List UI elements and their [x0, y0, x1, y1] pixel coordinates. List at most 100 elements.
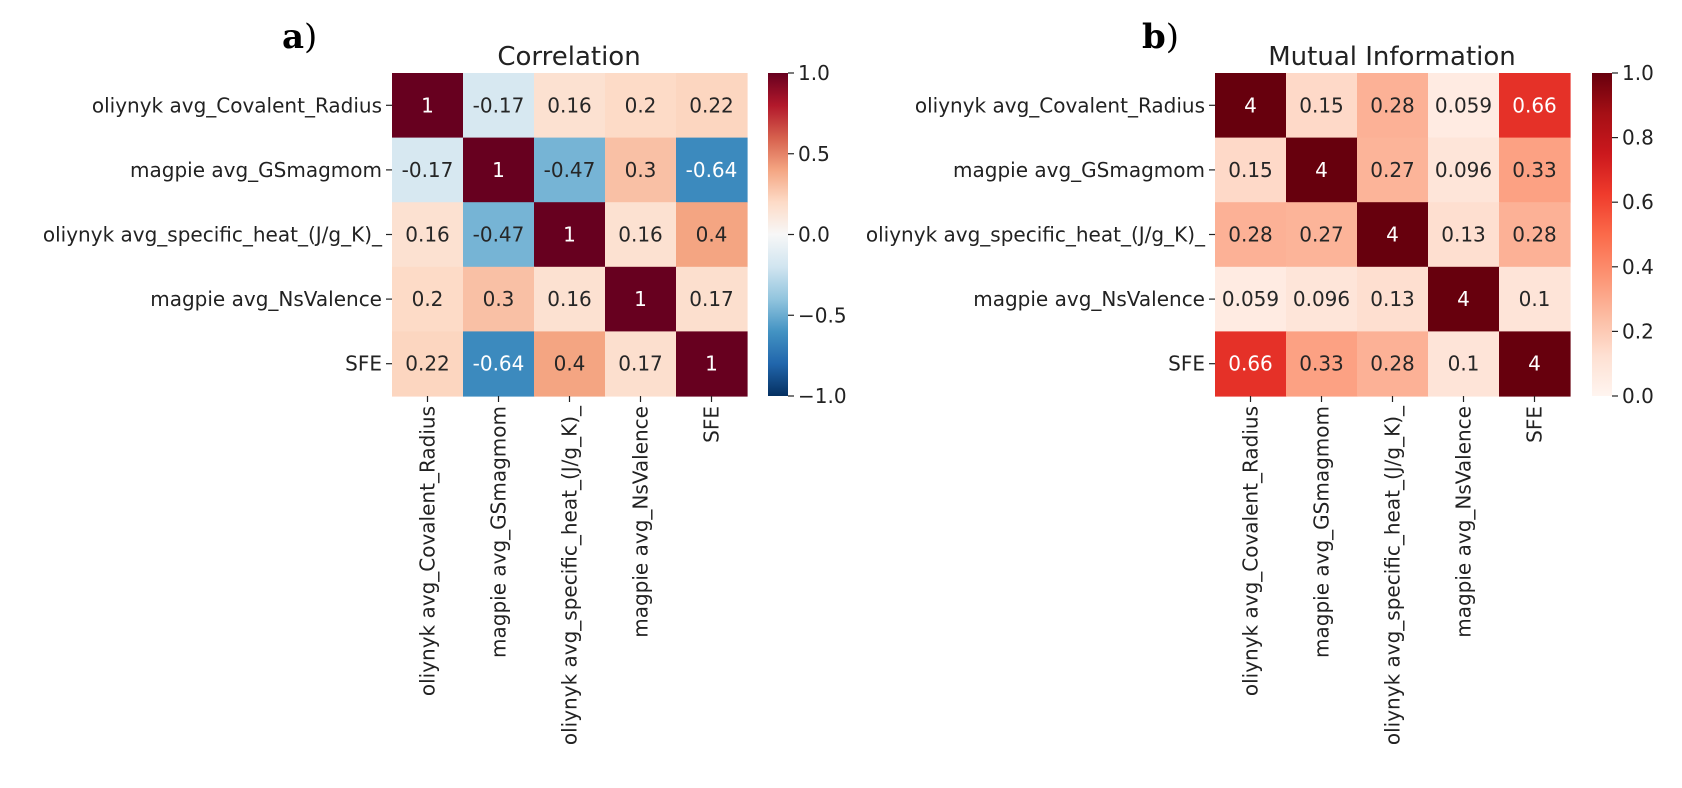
mi-cell — [1428, 331, 1500, 397]
correlation-cell-label: 0.22 — [689, 93, 734, 117]
correlation-title: Correlation — [497, 42, 640, 72]
mi-cell-label: 0.27 — [1370, 158, 1415, 182]
mi-cell — [1428, 73, 1500, 139]
correlation-cell-label: 1 — [492, 158, 505, 182]
mi-cell-label: 0.66 — [1228, 352, 1273, 376]
correlation-cell — [392, 331, 464, 397]
correlation-cell — [605, 266, 677, 332]
correlation-cell-label: 0.16 — [547, 287, 592, 311]
correlation-cell-label: 0.16 — [618, 223, 663, 247]
mi-colorbar-tick-label: 1.0 — [1622, 61, 1654, 85]
mi-cell-label: 0.28 — [1512, 223, 1557, 247]
mi-colorbar-ticks: 1.0 0.8 0.6 0.4 0.2 0.0 — [1612, 61, 1654, 408]
mi-cell — [1215, 331, 1287, 397]
correlation-cell-label: 0.16 — [547, 93, 592, 117]
correlation-colorbar-tick-label: 0.5 — [798, 142, 830, 166]
correlation-col-label: SFE — [700, 406, 724, 443]
correlation-cell-label: -0.47 — [544, 158, 596, 182]
correlation-col-label: magpie avg_NsValence — [629, 406, 653, 638]
mi-colorbar-tick-label: 0.2 — [1622, 319, 1654, 343]
correlation-colorbar-tick-label: 1.0 — [798, 61, 830, 85]
correlation-row-label: SFE — [345, 352, 382, 376]
mi-col-label: magpie avg_NsValence — [1452, 406, 1476, 638]
correlation-cell — [463, 202, 535, 268]
correlation-cell-label: 0.4 — [554, 352, 586, 376]
correlation-cell — [534, 137, 606, 203]
correlation-cell — [676, 202, 748, 268]
mutual-information-title: Mutual Information — [1268, 42, 1516, 72]
correlation-cell — [605, 331, 677, 397]
correlation-colorbar-tick-label: 0.0 — [798, 223, 830, 247]
mi-cell-label: 0.28 — [1370, 93, 1415, 117]
correlation-cell — [534, 73, 606, 139]
mi-cell-label: 4 — [1528, 352, 1541, 376]
mi-cell-label: 0.096 — [1435, 158, 1492, 182]
correlation-cell-label: 0.17 — [618, 352, 663, 376]
correlation-cell — [605, 137, 677, 203]
mi-cell — [1286, 73, 1358, 139]
correlation-cell-label: 0.17 — [689, 287, 734, 311]
correlation-cell — [676, 73, 748, 139]
mi-cell-labels: 4 0.15 0.28 0.059 0.66 0.15 4 0.27 0.096 0.33 0.28… — [1222, 93, 1557, 375]
correlation-cell — [463, 331, 535, 397]
correlation-cell-label: -0.64 — [473, 352, 525, 376]
panel-a-letter: a) — [282, 17, 317, 57]
correlation-row-label: oliynyk avg_specific_heat_(J/g_K)_ — [43, 223, 383, 247]
mi-colorbar-tick-label: 0.6 — [1622, 190, 1654, 214]
mi-cell-label: 4 — [1315, 158, 1328, 182]
mi-cell — [1499, 73, 1571, 139]
correlation-cell-label: -0.64 — [686, 158, 738, 182]
mi-cell-label: 0.33 — [1299, 352, 1344, 376]
correlation-cell — [605, 202, 677, 268]
mi-row-label: SFE — [1168, 352, 1205, 376]
correlation-cell-label: 0.2 — [625, 93, 657, 117]
correlation-cell-label: 0.16 — [405, 223, 450, 247]
correlation-col-label: oliynyk avg_specific_heat_(J/g_K)_ — [558, 405, 582, 745]
correlation-cell — [534, 202, 606, 268]
mi-cell — [1357, 137, 1429, 203]
mi-cell — [1215, 266, 1287, 332]
mi-row-label: oliynyk avg_specific_heat_(J/g_K)_ — [866, 223, 1206, 247]
mi-cell-label: 0.059 — [1435, 93, 1492, 117]
correlation-cell-labels: 1 -0.17 0.16 0.2 0.22 -0.17 1 -0.47 0.3 -0.64 0.16… — [402, 93, 738, 375]
panel-b-letter: b) — [1142, 17, 1179, 57]
correlation-colorbar — [768, 73, 788, 396]
mi-cell-label: 0.13 — [1441, 223, 1486, 247]
mi-col-labels: oliynyk avg_Covalent_Radius magpie avg_GS… — [1239, 396, 1547, 745]
correlation-cell-label: 1 — [705, 352, 718, 376]
correlation-colorbar-ticks: 1.0 0.5 0.0 −0.5 −1.0 — [788, 61, 847, 408]
mi-cell-label: 4 — [1244, 93, 1257, 117]
correlation-cell-label: 0.22 — [405, 352, 450, 376]
correlation-col-labels: oliynyk avg_Covalent_Radius magpie avg_GS… — [416, 396, 724, 745]
mi-cell — [1357, 202, 1429, 268]
mi-cell — [1215, 202, 1287, 268]
mi-cell — [1286, 137, 1358, 203]
mi-row-label: magpie avg_NsValence — [973, 287, 1205, 311]
mutual-information-heatmap-panel: b) Mutual Information 4 0.15 0.28 0.059 0.66… — [866, 17, 1654, 745]
mi-cell-label: 0.27 — [1299, 223, 1344, 247]
mi-cell — [1499, 331, 1571, 397]
mi-cell — [1215, 73, 1287, 139]
correlation-cell — [463, 266, 535, 332]
correlation-row-label: magpie avg_NsValence — [150, 287, 382, 311]
mi-cell — [1286, 202, 1358, 268]
correlation-cell — [676, 137, 748, 203]
correlation-cell — [392, 202, 464, 268]
correlation-col-label: magpie avg_GSmagmom — [487, 406, 511, 658]
mi-colorbar — [1592, 73, 1612, 396]
correlation-cell-label: 1 — [563, 223, 576, 247]
correlation-cell-label: 1 — [421, 93, 434, 117]
mi-cell — [1499, 266, 1571, 332]
mi-cell — [1357, 73, 1429, 139]
mi-cell-label: 4 — [1457, 287, 1470, 311]
correlation-cell — [392, 266, 464, 332]
correlation-cell-label: 0.3 — [625, 158, 657, 182]
mi-cells — [1215, 73, 1571, 397]
correlation-cell — [392, 137, 464, 203]
mi-cell — [1215, 137, 1287, 203]
mi-cell — [1286, 331, 1358, 397]
mi-cell-label: 0.28 — [1370, 352, 1415, 376]
